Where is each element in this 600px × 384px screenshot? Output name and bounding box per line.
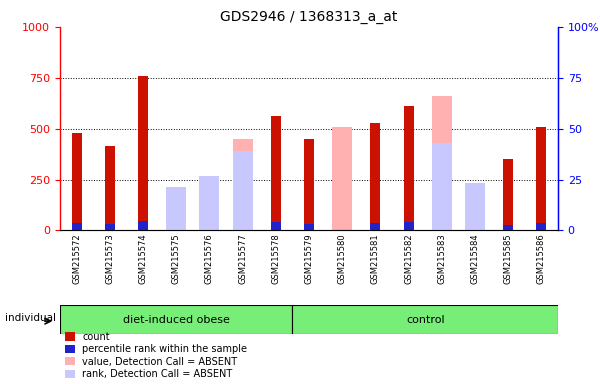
Bar [370, 223, 380, 230]
Bar [503, 159, 513, 230]
Bar [166, 189, 186, 230]
Bar [105, 146, 115, 230]
Bar [432, 96, 452, 230]
Bar [71, 223, 82, 230]
Bar [138, 76, 148, 230]
Bar [271, 116, 281, 230]
Bar [536, 223, 547, 230]
Bar [199, 179, 220, 230]
Bar [503, 225, 513, 230]
Bar [138, 221, 148, 230]
Text: control: control [406, 314, 445, 325]
Bar [233, 151, 253, 230]
Bar [292, 305, 558, 334]
Bar [432, 143, 452, 230]
Bar [233, 139, 253, 230]
Bar [332, 127, 352, 230]
Bar [71, 133, 82, 230]
Title: GDS2946 / 1368313_a_at: GDS2946 / 1368313_a_at [220, 10, 398, 25]
Bar [404, 106, 413, 230]
Bar [166, 187, 186, 230]
Bar [404, 222, 413, 230]
Bar [60, 305, 292, 334]
Bar [199, 177, 220, 230]
Text: diet-induced obese: diet-induced obese [123, 314, 230, 325]
Text: individual: individual [5, 313, 56, 323]
Bar [536, 127, 547, 230]
Bar [465, 182, 485, 230]
Bar [304, 139, 314, 230]
Bar [271, 222, 281, 230]
Bar [304, 224, 314, 230]
Bar [465, 182, 485, 230]
Bar [105, 224, 115, 230]
Legend: count, percentile rank within the sample, value, Detection Call = ABSENT, rank, : count, percentile rank within the sample… [65, 332, 247, 379]
Bar [370, 122, 380, 230]
